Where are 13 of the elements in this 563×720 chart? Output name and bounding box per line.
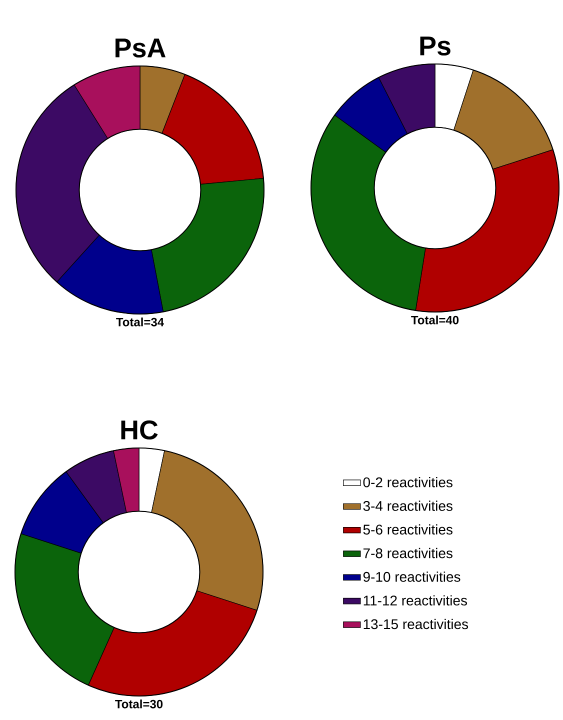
chart-title: PsA — [116, 38, 166, 58]
chart-title: Ps — [420, 36, 450, 56]
text: Total=34 — [116, 318, 164, 326]
text: Total=40 — [411, 316, 459, 324]
legend-label: 5-6 reactivities — [363, 524, 452, 535]
legend-label: 3-4 reactivities — [363, 500, 452, 511]
text: Total=30 — [115, 700, 163, 708]
legend-label: 13-15 reactivities — [364, 618, 468, 630]
chart-title: HC — [121, 420, 158, 440]
legend-label: 9-10 reactivities — [363, 572, 460, 582]
legend-label: 7-8 reactivities — [363, 548, 452, 558]
legend-label: 0-2 reactivities — [363, 477, 452, 488]
legend-label: 11-12 reactivities — [364, 595, 468, 606]
